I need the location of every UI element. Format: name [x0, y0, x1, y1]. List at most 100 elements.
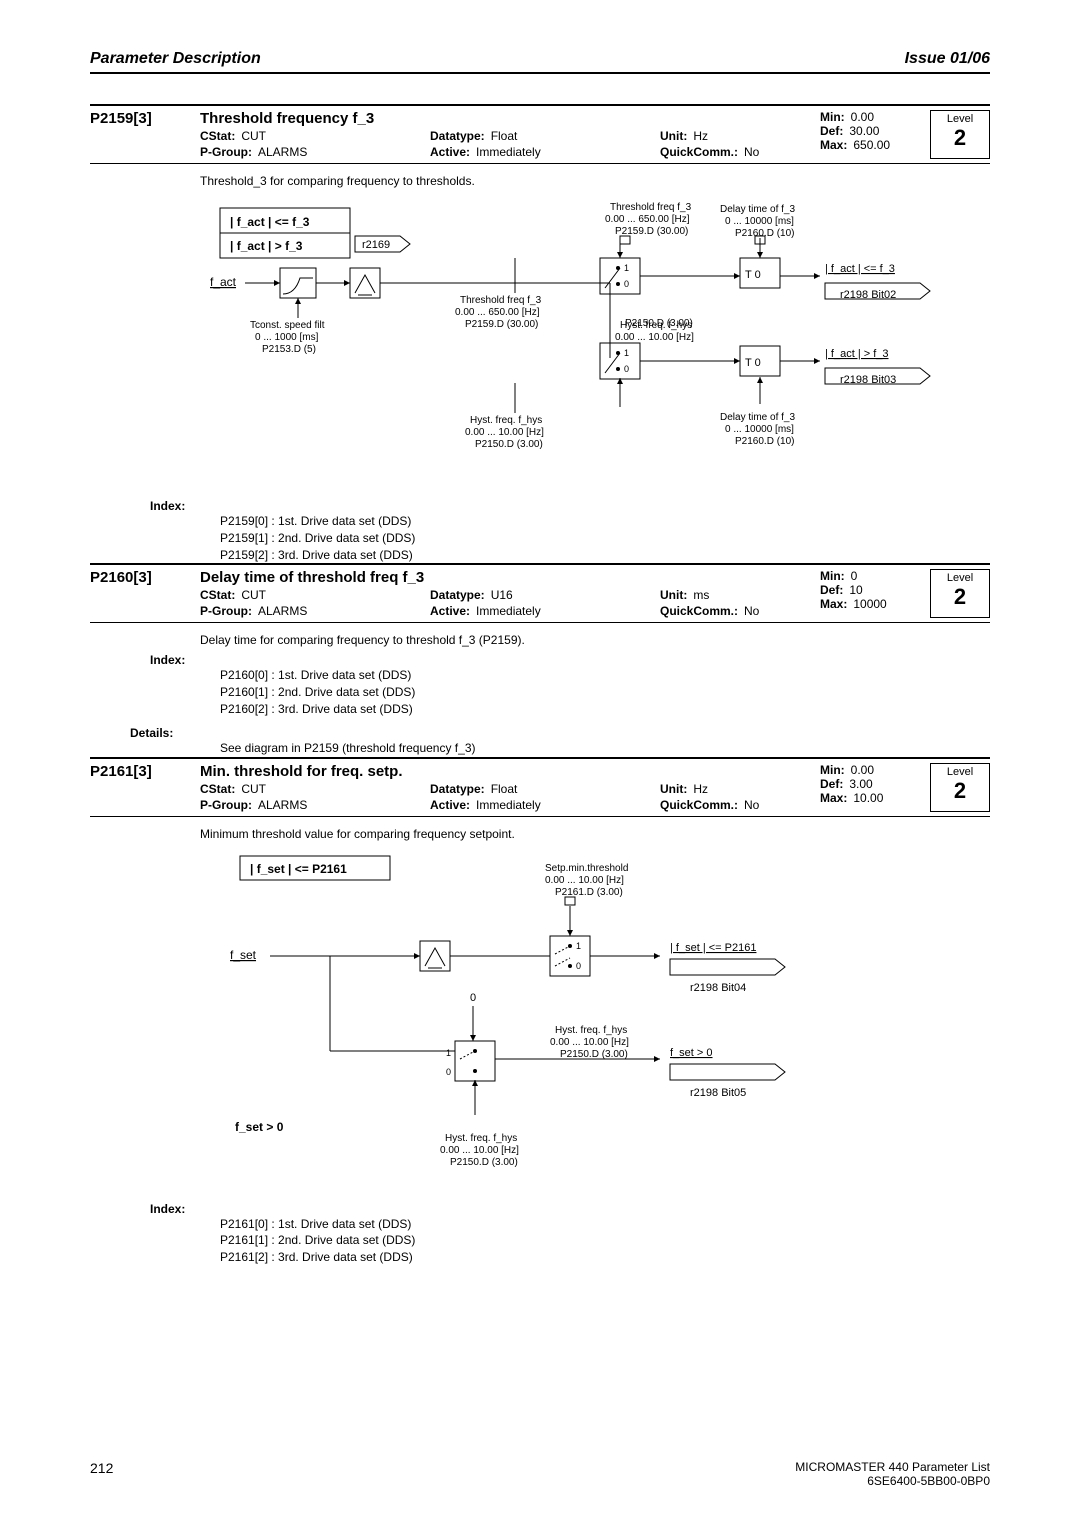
active-label: Active: — [430, 798, 470, 812]
cstat-value: CUT — [241, 782, 266, 796]
svg-text:f_set > 0: f_set > 0 — [235, 1120, 284, 1134]
active-value: Immediately — [476, 798, 541, 812]
unit-value: ms — [693, 588, 709, 602]
svg-text:P2161.D (3.00): P2161.D (3.00) — [555, 887, 623, 898]
index-item: P2159[1] : 2nd. Drive data set (DDS) — [220, 530, 990, 547]
min-label: Min: — [820, 110, 845, 124]
svg-text:0.00 ... 650.00 [Hz]: 0.00 ... 650.00 [Hz] — [605, 214, 690, 225]
svg-text:Tconst. speed filt: Tconst. speed filt — [250, 320, 325, 331]
max-label: Max: — [820, 597, 847, 611]
param-title: Threshold frequency f_3 — [200, 110, 820, 127]
qc-value: No — [744, 145, 759, 159]
svg-text:P2153.D (5): P2153.D (5) — [262, 344, 316, 355]
limits: Min:0 Def:10 Max:10000 — [820, 569, 930, 618]
param-title: Min. threshold for freq. setp. — [200, 763, 820, 780]
svg-text:Threshold freq f_3: Threshold freq f_3 — [460, 295, 542, 306]
p2161-index: P2161[0] : 1st. Drive data set (DDS) P21… — [220, 1216, 990, 1266]
p2160-details: See diagram in P2159 (threshold frequenc… — [220, 740, 990, 757]
active-value: Immediately — [476, 604, 541, 618]
svg-text:| f_set | <= P2161: | f_set | <= P2161 — [250, 862, 347, 876]
p2159-diagram: | f_act | <= f_3 | f_act | > f_3 r2169 f… — [200, 198, 990, 491]
level-label: Level — [933, 572, 987, 584]
diagram-svg: | f_set | <= P2161 f_set 1 0 Setp.min.th… — [200, 851, 900, 1191]
svg-text:Hyst. freq. f_hys: Hyst. freq. f_hys — [445, 1133, 517, 1144]
svg-text:| f_act | > f_3: | f_act | > f_3 — [230, 239, 303, 253]
param-p2160: P2160[3] Delay time of threshold freq f_… — [90, 563, 990, 623]
svg-text:1: 1 — [446, 1048, 451, 1058]
svg-text:P2159.D (30.00): P2159.D (30.00) — [465, 319, 538, 330]
svg-text:0.00 ... 10.00 [Hz]: 0.00 ... 10.00 [Hz] — [545, 875, 624, 886]
datatype-value: Float — [491, 782, 518, 796]
unit-label: Unit: — [660, 129, 687, 143]
svg-text:r2169: r2169 — [362, 239, 390, 251]
index-item: P2159[0] : 1st. Drive data set (DDS) — [220, 513, 990, 530]
max-value: 650.00 — [853, 138, 890, 152]
svg-text:0.00 ... 10.00 [Hz]: 0.00 ... 10.00 [Hz] — [615, 332, 694, 343]
svg-text:| f_act | <= f_3: | f_act | <= f_3 — [825, 263, 895, 275]
unit-label: Unit: — [660, 588, 687, 602]
svg-text:P2159.D (30.00): P2159.D (30.00) — [615, 226, 688, 237]
svg-text:0: 0 — [470, 992, 476, 1004]
datatype-value: Float — [491, 129, 518, 143]
level-label: Level — [933, 766, 987, 778]
qc-label: QuickComm.: — [660, 145, 738, 159]
p2161-diagram: | f_set | <= P2161 f_set 1 0 Setp.min.th… — [200, 851, 990, 1194]
header-left: Parameter Description — [90, 50, 261, 68]
def-label: Def: — [820, 124, 843, 138]
index-label: Index: — [150, 653, 990, 667]
p2161-desc: Minimum threshold value for comparing fr… — [200, 827, 990, 841]
min-label: Min: — [820, 569, 845, 583]
def-value: 30.00 — [849, 124, 879, 138]
param-title: Delay time of threshold freq f_3 — [200, 569, 820, 586]
svg-text:Threshold freq f_3: Threshold freq f_3 — [610, 202, 692, 213]
datatype-label: Datatype: — [430, 129, 485, 143]
min-value: 0.00 — [851, 110, 874, 124]
svg-text:f_set: f_set — [230, 948, 257, 962]
page-footer: 212 MICROMASTER 440 Parameter List 6SE64… — [90, 1460, 990, 1488]
def-value: 3.00 — [849, 777, 872, 791]
details-label: Details: — [130, 726, 990, 740]
qc-value: No — [744, 798, 759, 812]
min-label: Min: — [820, 763, 845, 777]
max-label: Max: — [820, 138, 847, 152]
limits: Min:0.00 Def:3.00 Max:10.00 — [820, 763, 930, 812]
def-value: 10 — [849, 583, 862, 597]
datatype-value: U16 — [491, 588, 513, 602]
svg-text:P2150.D (3.00): P2150.D (3.00) — [450, 1157, 518, 1168]
limits: Min: 0.00 Def: 30.00 Max: 650.00 — [820, 110, 930, 159]
max-value: 10000 — [853, 597, 886, 611]
svg-text:T 0: T 0 — [745, 357, 761, 369]
pgroup-value: ALARMS — [258, 798, 307, 812]
index-item: P2160[2] : 3rd. Drive data set (DDS) — [220, 701, 990, 718]
svg-text:0.00 ... 10.00 [Hz]: 0.00 ... 10.00 [Hz] — [550, 1037, 629, 1048]
diagram-svg: | f_act | <= f_3 | f_act | > f_3 r2169 f… — [200, 198, 940, 488]
cstat-label: CStat: — [200, 588, 235, 602]
active-label: Active: — [430, 604, 470, 618]
max-label: Max: — [820, 791, 847, 805]
svg-text:1: 1 — [624, 263, 629, 273]
qc-label: QuickComm.: — [660, 604, 738, 618]
index-item: P2159[2] : 3rd. Drive data set (DDS) — [220, 547, 990, 564]
min-value: 0.00 — [851, 763, 874, 777]
p2160-desc: Delay time for comparing frequency to th… — [200, 633, 990, 647]
level-box: Level 2 — [930, 110, 990, 159]
svg-text:0: 0 — [446, 1067, 451, 1077]
svg-text:0 ... 10000 [ms]: 0 ... 10000 [ms] — [725, 424, 794, 435]
svg-text:1: 1 — [576, 941, 581, 951]
svg-text:f_act: f_act — [210, 275, 237, 289]
p2159-desc: Threshold_3 for comparing frequency to t… — [200, 174, 990, 188]
index-item: P2161[0] : 1st. Drive data set (DDS) — [220, 1216, 990, 1233]
index-item: P2160[0] : 1st. Drive data set (DDS) — [220, 667, 990, 684]
p2160-index: P2160[0] : 1st. Drive data set (DDS) P21… — [220, 667, 990, 717]
unit-value: Hz — [693, 782, 708, 796]
level-value: 2 — [933, 778, 987, 804]
svg-text:r2198 Bit04: r2198 Bit04 — [690, 982, 746, 994]
pgroup-label: P-Group: — [200, 604, 252, 618]
svg-text:0: 0 — [576, 961, 581, 971]
svg-text:0 ... 1000 [ms]: 0 ... 1000 [ms] — [255, 332, 319, 343]
active-value: Immediately — [476, 145, 541, 159]
cstat-label: CStat: — [200, 782, 235, 796]
svg-text:P2150.D (3.00): P2150.D (3.00) — [625, 318, 693, 329]
pgroup-label: P-Group: — [200, 798, 252, 812]
level-value: 2 — [933, 584, 987, 610]
